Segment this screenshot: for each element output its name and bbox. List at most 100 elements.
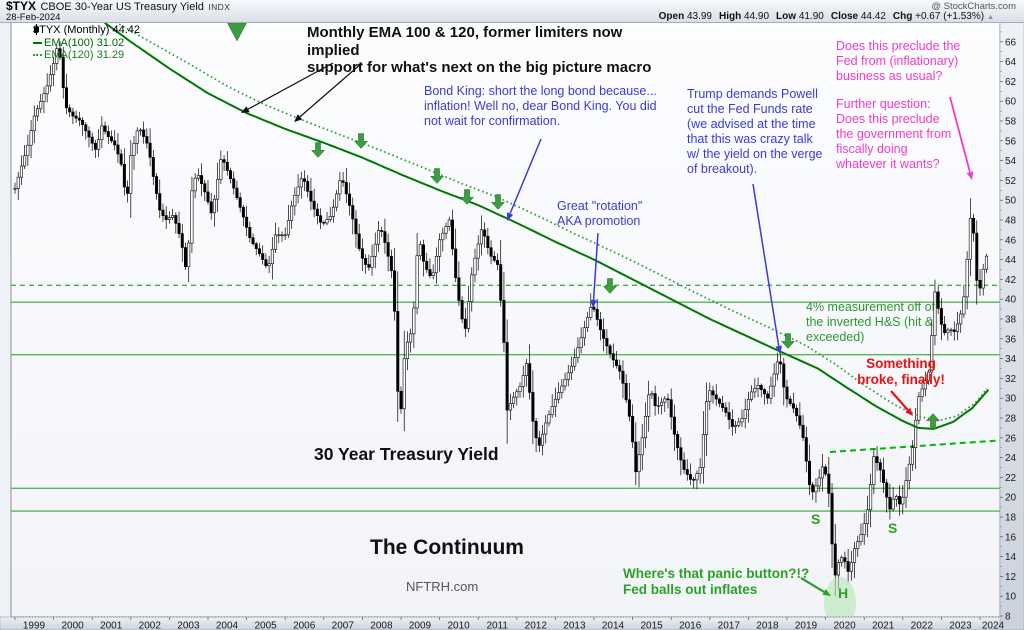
- legend-series-row: $TYX (Monthly) 44.42: [33, 24, 140, 37]
- down-block-arrow-icon: [429, 168, 445, 184]
- x-axis-label: 2004: [216, 621, 239, 630]
- annotation-arrowhead: [966, 171, 974, 180]
- legend-series-label: $TYX (Monthly) 44.42: [33, 24, 140, 36]
- y-axis-label: 60: [1005, 97, 1017, 108]
- y-axis-label: 62: [1005, 77, 1017, 88]
- annotation-arrow: [299, 62, 363, 118]
- x-axis-label: 2003: [177, 621, 200, 630]
- ohlc-quote-bar: Open 43.99 High 44.90 Low 41.90 Close 44.42…: [652, 11, 994, 22]
- low-label: Low: [776, 11, 797, 22]
- y-axis-label: 54: [1005, 156, 1017, 167]
- annotation-arrow: [890, 390, 909, 411]
- left-shoulder-label: S: [811, 511, 821, 527]
- y-axis-label: 26: [1005, 433, 1017, 444]
- stockcharts-credit: @ StockCharts.com: [931, 1, 1016, 12]
- down-block-arrow-icon: [459, 189, 475, 205]
- y-axis-label: 50: [1005, 196, 1017, 207]
- x-axis-label: 2014: [602, 621, 625, 630]
- y-axis-label: 40: [1005, 295, 1017, 306]
- annotation-arrowhead: [822, 588, 831, 596]
- panic-button-note: Where's that panic button?!? Fed balls o…: [623, 566, 810, 598]
- x-axis-label: 2023: [949, 621, 972, 630]
- open-label: Open: [658, 11, 685, 22]
- x-axis-label: 2013: [563, 621, 586, 630]
- symbol-line: $TYX CBOE 30-Year US Treasury Yield INDX: [6, 0, 231, 13]
- candles: [13, 41, 988, 596]
- further-question-note: Further question: Does this preclude the…: [836, 97, 952, 171]
- y-axis-label: 46: [1005, 235, 1017, 246]
- annotation-arrow: [800, 577, 825, 593]
- high-value: 44.90: [744, 11, 770, 22]
- y-axis-label: 36: [1005, 334, 1017, 345]
- right-shoulder-label: S: [888, 520, 898, 536]
- x-axis-label: 2010: [447, 621, 470, 630]
- y-axis-label: 58: [1005, 117, 1017, 128]
- chart-header: $TYX CBOE 30-Year US Treasury Yield INDX…: [0, 0, 1024, 23]
- x-axis-label: 2000: [61, 621, 84, 630]
- x-axis-label: 2021: [872, 621, 895, 630]
- ema120-line-icon: [33, 54, 42, 57]
- exchange-label: INDX: [208, 2, 231, 12]
- annotation-arrowhead: [905, 407, 913, 416]
- ema100-line: [103, 22, 990, 430]
- x-axis-label: 2002: [139, 621, 162, 630]
- legend-ema100-label: EMA(100) 31.02: [44, 36, 125, 49]
- up-block-arrow-icon: [925, 413, 941, 429]
- x-axis-label: 2019: [795, 621, 818, 630]
- annotation-arrowhead: [294, 114, 303, 122]
- x-axis-label: 2011: [486, 621, 508, 630]
- x-axis-label: 2020: [833, 621, 856, 630]
- chart-date: 28-Feb-2024: [6, 12, 61, 23]
- y-axis-label: 28: [1005, 414, 1017, 425]
- y-axis-label: 64: [1005, 57, 1017, 68]
- y-axis-label: 44: [1005, 255, 1017, 266]
- chart-legend: $TYX (Monthly) 44.42 EMA(100) 31.02 EMA(…: [33, 24, 140, 62]
- something-broke-note: Something broke, finally!: [857, 356, 945, 387]
- close-value: 44.42: [860, 11, 886, 22]
- close-label: Close: [830, 11, 859, 22]
- head-label: H: [838, 585, 849, 601]
- symbol: $TYX: [6, 0, 37, 13]
- y-axis-label: 38: [1005, 315, 1017, 326]
- y-axis-label: 42: [1005, 275, 1017, 286]
- x-axis-label: 2005: [254, 621, 277, 630]
- annotation-arrow: [509, 138, 542, 214]
- annotation-arrowhead: [590, 299, 597, 308]
- y-axis-label: 20: [1005, 493, 1017, 504]
- y-axis-label: 48: [1005, 216, 1017, 227]
- x-axis-label: 2017: [718, 621, 741, 630]
- annotation-arrowhead: [775, 345, 783, 354]
- plot-area: [10, 21, 1001, 618]
- down-block-arrow-icon: [353, 133, 369, 149]
- low-value: 41.90: [798, 11, 824, 22]
- symbol-name: CBOE 30-Year US Treasury Yield: [40, 1, 204, 13]
- y-axis-label: 34: [1005, 354, 1017, 365]
- open-value: 43.99: [686, 11, 712, 22]
- down-block-arrow-icon: [310, 142, 326, 158]
- site-credit: NFTRH.com: [406, 579, 479, 594]
- up-triangle-icon: ▲: [987, 14, 994, 21]
- y-axis-label: 30: [1005, 394, 1017, 405]
- x-axis-label: 1999: [23, 621, 46, 630]
- x-axis-label: 2012: [525, 621, 548, 630]
- annotation-arrow: [247, 62, 334, 110]
- x-axis-label: 2008: [370, 621, 393, 630]
- series-label: 30 Year Treasury Yield: [314, 444, 499, 464]
- down-block-arrow-icon: [780, 333, 796, 349]
- y-axis-label: 22: [1005, 473, 1017, 484]
- chg-label: Chg: [892, 11, 913, 22]
- legend-ema120-row: EMA(120) 31.29: [33, 49, 140, 62]
- y-axis-label: 56: [1005, 136, 1017, 147]
- annotation-arrow: [592, 232, 599, 301]
- x-axis-label: 2009: [409, 621, 432, 630]
- candle-icon: [34, 24, 39, 35]
- y-axis-label: 32: [1005, 374, 1017, 385]
- annotation-arrow: [752, 183, 780, 347]
- y-axis-label: 18: [1005, 513, 1017, 524]
- bond-king-note: Bond King: short the long bond because..…: [424, 84, 657, 128]
- plot-layer: [11, 22, 1000, 617]
- trump-note: Trump demands Powell cut the Fed Funds r…: [687, 87, 823, 176]
- y-axis-label: 52: [1005, 176, 1017, 187]
